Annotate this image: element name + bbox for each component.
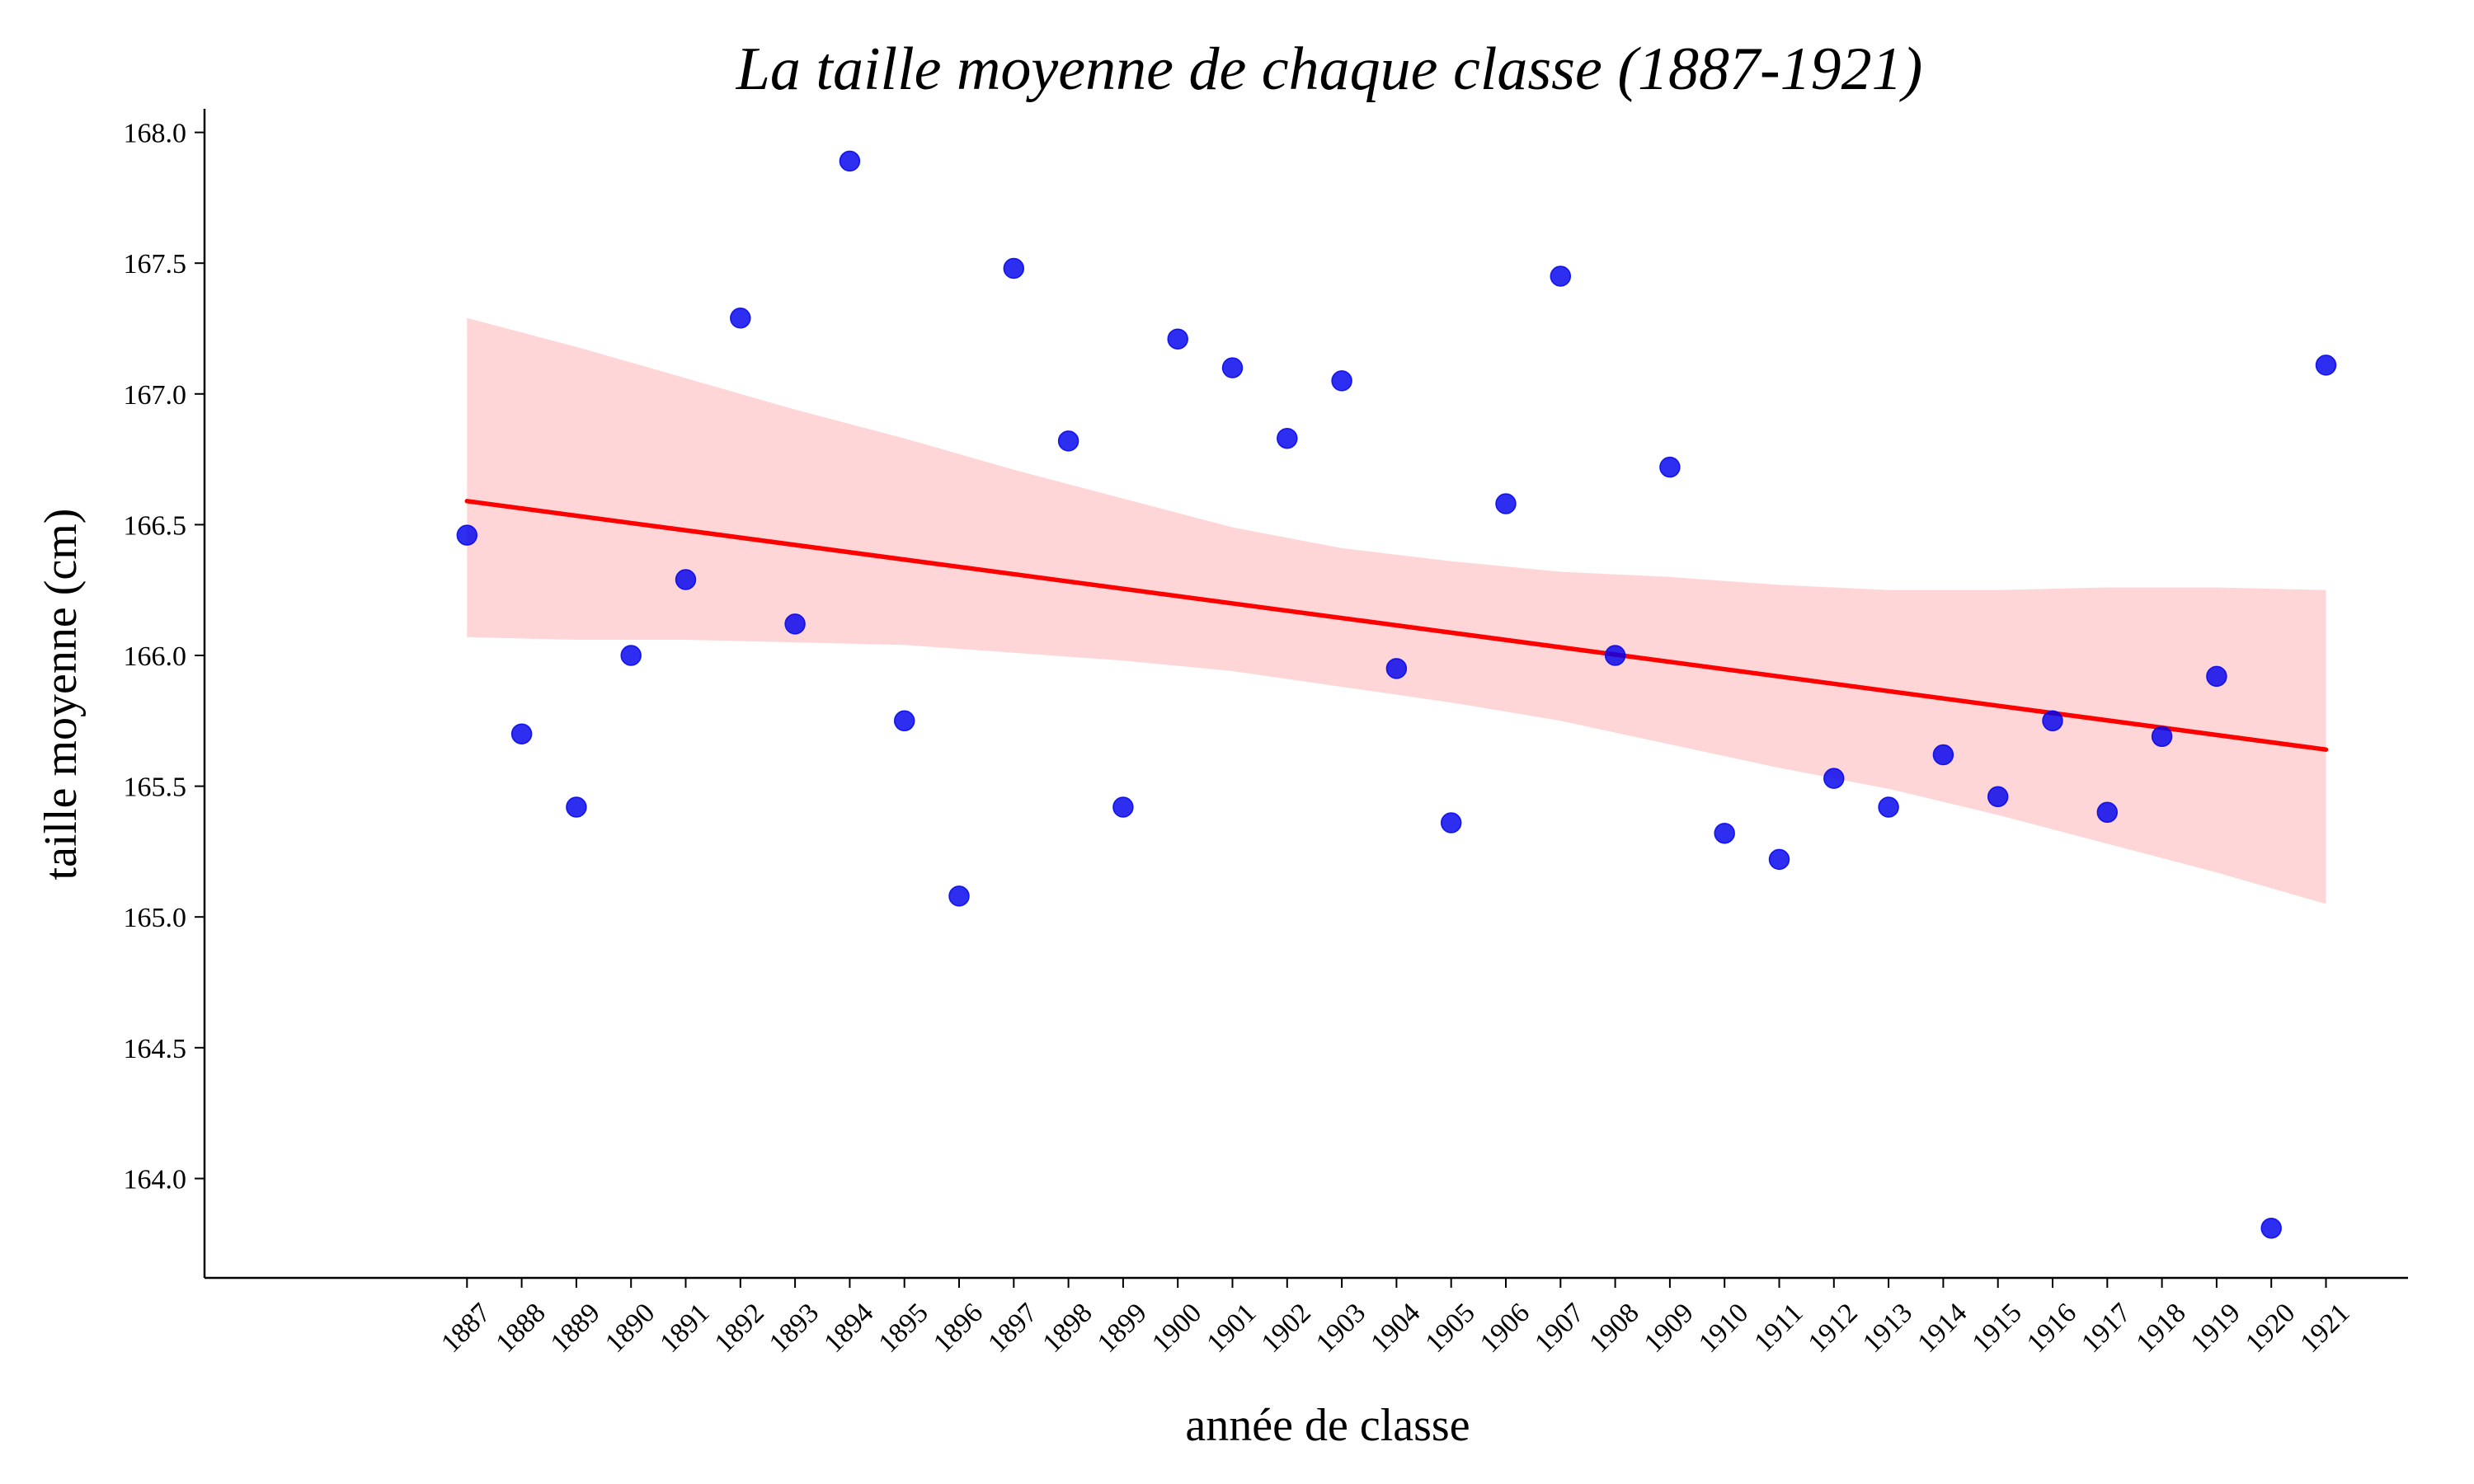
x-tick-label: 1907 bbox=[1529, 1298, 1590, 1359]
x-tick-label: 1909 bbox=[1639, 1298, 1700, 1359]
x-tick-label: 1896 bbox=[928, 1298, 989, 1359]
x-tick-label: 1919 bbox=[2185, 1298, 2246, 1359]
x-tick-label: 1898 bbox=[1037, 1298, 1098, 1359]
data-point bbox=[948, 885, 970, 907]
data-point bbox=[1768, 848, 1790, 871]
x-tick-label: 1897 bbox=[982, 1298, 1043, 1359]
data-point bbox=[2315, 355, 2337, 376]
data-point bbox=[1659, 456, 1681, 478]
data-point bbox=[456, 524, 478, 546]
data-point bbox=[1221, 357, 1244, 378]
data-point bbox=[2151, 726, 2173, 748]
x-tick-label: 1899 bbox=[1092, 1298, 1153, 1359]
data-point bbox=[1495, 493, 1517, 514]
x-tick-label: 1906 bbox=[1475, 1298, 1536, 1359]
y-tick-label: 164.0 bbox=[124, 1165, 187, 1195]
data-point bbox=[1932, 744, 1954, 766]
y-tick-label: 164.5 bbox=[124, 1034, 187, 1064]
y-tick-label: 166.0 bbox=[124, 641, 187, 672]
x-tick-label: 1892 bbox=[709, 1298, 770, 1359]
y-tick-label: 165.0 bbox=[124, 903, 187, 933]
x-ticks: 1887188818891890189118921893189418951896… bbox=[435, 1278, 2356, 1359]
data-point bbox=[1112, 796, 1134, 818]
axes bbox=[203, 109, 2408, 1280]
data-point bbox=[784, 613, 806, 635]
x-tick-label: 1905 bbox=[1420, 1298, 1481, 1359]
x-tick-label: 1911 bbox=[1748, 1298, 1808, 1358]
x-tick-label: 1889 bbox=[545, 1298, 606, 1359]
x-axis-label: année de classe bbox=[1185, 1400, 1470, 1451]
data-point bbox=[620, 645, 642, 666]
x-tick-label: 1914 bbox=[1912, 1298, 1973, 1359]
x-tick-label: 1916 bbox=[2021, 1298, 2082, 1359]
data-point bbox=[2206, 665, 2227, 688]
x-tick-label: 1921 bbox=[2294, 1298, 2355, 1359]
data-point bbox=[839, 150, 861, 172]
data-point bbox=[1878, 796, 1899, 818]
x-tick-label: 1918 bbox=[2130, 1298, 2191, 1359]
x-tick-label: 1912 bbox=[1803, 1298, 1864, 1359]
data-point bbox=[510, 723, 533, 744]
data-point bbox=[566, 796, 587, 818]
data-points bbox=[456, 150, 2337, 1239]
data-point bbox=[1331, 370, 1352, 392]
y-tick-label: 165.5 bbox=[124, 773, 187, 803]
x-tick-label: 1908 bbox=[1583, 1298, 1644, 1359]
y-axis-label: taille moyenne (cm) bbox=[35, 509, 87, 881]
x-tick-label: 1888 bbox=[490, 1298, 551, 1359]
data-point bbox=[1714, 822, 1735, 844]
x-tick-label: 1902 bbox=[1256, 1298, 1317, 1359]
y-tick-label: 166.5 bbox=[124, 510, 187, 541]
data-point bbox=[1057, 430, 1079, 452]
data-point bbox=[1277, 427, 1298, 449]
confidence-band-area bbox=[467, 317, 2326, 904]
regression-line bbox=[464, 499, 2329, 752]
data-point bbox=[1550, 265, 1572, 287]
y-tick-label: 167.0 bbox=[124, 380, 187, 411]
x-tick-label: 1893 bbox=[764, 1298, 825, 1359]
data-point bbox=[730, 308, 751, 329]
x-tick-label: 1894 bbox=[818, 1298, 879, 1359]
data-point bbox=[893, 710, 915, 732]
x-tick-label: 1910 bbox=[1693, 1298, 1754, 1359]
x-tick-label: 1913 bbox=[1857, 1298, 1918, 1359]
x-tick-label: 1903 bbox=[1310, 1298, 1371, 1359]
data-point bbox=[1003, 257, 1025, 279]
data-point bbox=[2260, 1217, 2282, 1239]
x-tick-label: 1901 bbox=[1201, 1298, 1262, 1359]
data-point bbox=[1604, 645, 1626, 666]
data-point bbox=[1385, 658, 1408, 679]
x-tick-label: 1887 bbox=[435, 1298, 496, 1359]
data-point bbox=[1987, 786, 2009, 808]
x-tick-label: 1920 bbox=[2240, 1298, 2301, 1359]
y-tick-label: 167.5 bbox=[124, 249, 187, 279]
regression-line-segment bbox=[464, 499, 2329, 752]
x-tick-label: 1891 bbox=[654, 1298, 715, 1359]
data-point bbox=[1823, 768, 1845, 789]
data-point bbox=[1440, 812, 1462, 834]
data-point bbox=[1167, 328, 1188, 350]
data-point bbox=[2096, 801, 2119, 824]
x-tick-label: 1900 bbox=[1146, 1298, 1207, 1359]
chart-title: La taille moyenne de chaque classe (1887… bbox=[736, 35, 1923, 103]
y-ticks: 164.0 164.5 165.0 165.5 166.0 166.5 167.0 167.5… bbox=[124, 119, 205, 1195]
x-tick-label: 1895 bbox=[873, 1298, 934, 1359]
data-point bbox=[2042, 710, 2063, 732]
x-tick-label: 1890 bbox=[600, 1298, 661, 1359]
x-tick-label: 1917 bbox=[2076, 1298, 2137, 1359]
confidence-band bbox=[467, 317, 2326, 904]
y-tick-label: 168.0 bbox=[124, 119, 187, 149]
data-point bbox=[675, 569, 697, 590]
x-tick-label: 1904 bbox=[1365, 1298, 1426, 1359]
x-tick-label: 1915 bbox=[1967, 1298, 2028, 1359]
